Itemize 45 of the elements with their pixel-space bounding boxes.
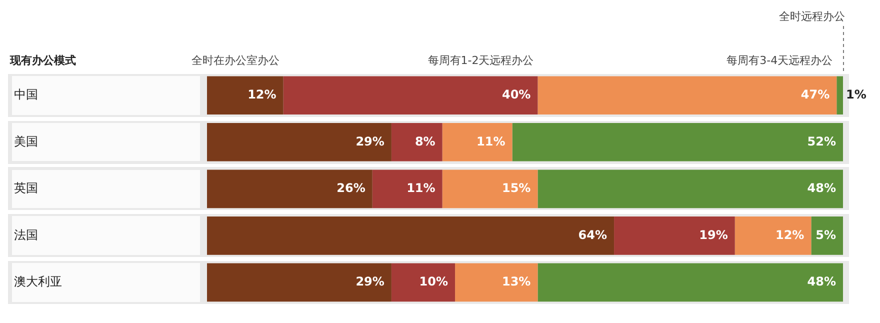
text: 现有办公模式 [9,54,76,67]
data-label: 13% [502,274,531,289]
bar [391,122,442,162]
bar [836,76,843,115]
data-label: 64% [578,228,608,242]
data-label: 29% [356,134,384,148]
data-label: 1% [846,88,866,102]
bar [811,216,843,255]
data-label: 12% [248,88,276,102]
bar [207,122,392,162]
series-label: 全时在办公室办公 [191,54,280,67]
bar [442,170,538,208]
series-label: 每周有1-2天远程办公 [428,54,534,67]
data-label: 11% [476,134,506,148]
bar [442,122,512,162]
data-label: 8% [414,134,436,148]
data-label: 11% [406,181,436,196]
bar [207,170,372,208]
y-tick-label: 美国 [14,134,38,148]
data-label: 12% [775,228,804,242]
bar [455,263,538,302]
data-label: 47% [800,88,830,102]
bar [372,170,442,208]
data-label: 29% [356,274,384,289]
data-label: 19% [699,228,728,242]
bar [207,76,284,115]
data-label: 26% [336,181,366,196]
data-label: 48% [807,181,836,196]
bar [734,216,812,255]
series-label: 每周有3-4天远程办公 [726,54,833,67]
bar [391,263,456,302]
y-tick-label: 中国 [14,88,38,102]
data-label: 10% [419,274,448,289]
bar [283,76,538,115]
data-label: 52% [807,134,836,148]
y-tick-label: 英国 [14,181,38,196]
y-tick-label: 澳大利亚 [14,274,62,289]
data-label: 40% [502,88,531,102]
y-tick-label: 法国 [14,228,38,242]
bar [207,263,392,302]
bar [614,216,735,255]
data-label: 5% [816,228,836,242]
text: 全时远程办公 [779,10,845,23]
data-label: 48% [807,274,836,289]
data-label: 15% [502,181,531,196]
